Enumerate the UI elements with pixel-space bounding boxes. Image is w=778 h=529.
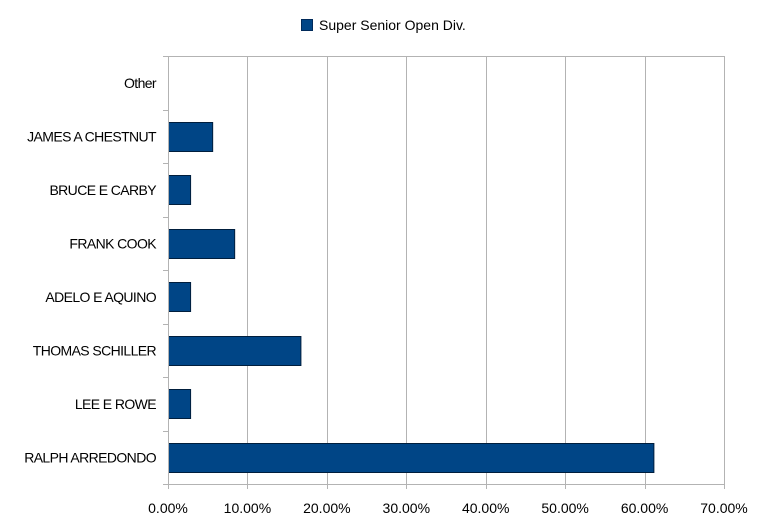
- x-tick-label: 30.00%: [383, 500, 430, 516]
- legend-swatch: [301, 19, 313, 31]
- grid-lines: [168, 56, 725, 484]
- chart-legend: Super Senior Open Div.: [301, 16, 466, 34]
- x-tick-label: 10.00%: [224, 500, 271, 516]
- x-tick-label: 60.00%: [621, 500, 668, 516]
- bar: [168, 122, 214, 152]
- bar: [168, 282, 192, 312]
- x-tick-label: 20.00%: [303, 500, 350, 516]
- category-label: THOMAS SCHILLER: [33, 342, 157, 358]
- x-tick-label: 40.00%: [462, 500, 509, 516]
- category-labels: Other JAMES A CHESTNUT BRUCE E CARBY FRANK …: [24, 75, 158, 466]
- x-tick-label: 0.00%: [148, 500, 188, 516]
- category-label: JAMES A CHESTNUT: [27, 128, 157, 144]
- axes: [163, 56, 725, 489]
- bar: [168, 443, 655, 473]
- x-tick-label: 50.00%: [541, 500, 588, 516]
- category-label: BRUCE E CARBY: [49, 182, 157, 198]
- category-label: Other: [124, 75, 157, 91]
- category-label: RALPH ARREDONDO: [24, 449, 157, 465]
- category-label: LEE E ROWE: [75, 396, 156, 412]
- bar: [168, 175, 192, 205]
- bars: [168, 122, 655, 473]
- x-tick-labels: 0.00% 10.00% 20.00% 30.00% 40.00% 50.00% 60.00…: [148, 500, 748, 516]
- x-tick-label: 70.00%: [700, 500, 747, 516]
- category-label: ADELO E AQUINO: [45, 289, 156, 305]
- bar: [168, 336, 302, 366]
- legend-label: Super Senior Open Div.: [319, 17, 466, 33]
- bar: [168, 229, 236, 259]
- category-label: FRANK COOK: [69, 235, 157, 251]
- bar: [168, 389, 192, 419]
